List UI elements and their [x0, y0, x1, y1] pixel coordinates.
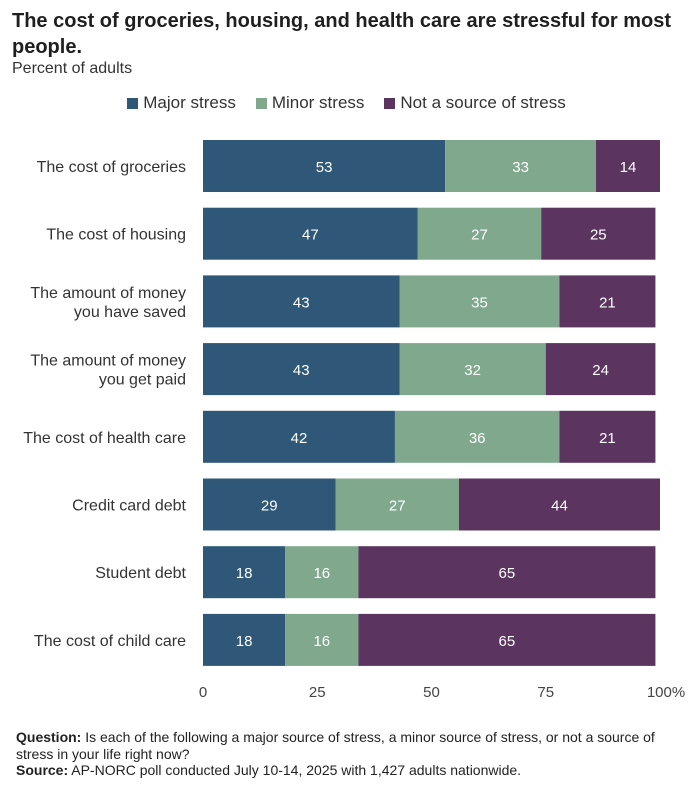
bar-segment-not: [559, 275, 656, 328]
data-label: 14: [620, 159, 637, 176]
category-label: Credit card debt: [72, 498, 186, 515]
category-label: The cost of groceries: [37, 159, 186, 176]
bar-segment-minor: [417, 207, 542, 260]
data-label: 18: [236, 565, 253, 582]
x-tick-label: 25: [309, 684, 326, 701]
stacked-bar-chart: The cost of groceries 53 33 14 The cost of h…: [23, 140, 685, 701]
chart-footer: Question: Is each of the following a maj…: [16, 729, 681, 779]
data-label: 21: [599, 294, 616, 311]
data-label: 65: [499, 565, 516, 582]
data-label: 43: [293, 294, 310, 311]
bar-segment-not: [358, 613, 656, 666]
data-label: 42: [291, 430, 308, 447]
data-label: 53: [316, 159, 333, 176]
data-label: 27: [389, 498, 406, 515]
legend-label-minor: Minor stress: [271, 93, 365, 112]
category-label: Student debt: [95, 565, 186, 582]
legend-swatch-minor: [255, 97, 267, 109]
source-text: AP-NORC poll conducted July 10-14, 2025 …: [68, 762, 522, 778]
x-tick-label: 50: [423, 684, 440, 701]
data-label: 27: [471, 227, 488, 244]
bar-segment-major: [203, 410, 395, 463]
data-label: 36: [469, 430, 486, 447]
bar-segment-major: [203, 613, 286, 666]
data-label: 32: [464, 362, 481, 379]
data-label: 29: [261, 498, 278, 515]
legend-item-major: Major stress: [127, 93, 236, 113]
bar-segment-major: [203, 343, 400, 396]
data-label: 21: [599, 430, 616, 447]
question-text: Is each of the following a major source …: [16, 729, 655, 762]
bar-segment-minor: [285, 613, 359, 666]
bar-segment-not: [545, 343, 656, 396]
source-note: Source: AP-NORC poll conducted July 10-1…: [16, 762, 681, 779]
data-label: 44: [551, 498, 568, 515]
category-label: The cost of child care: [34, 633, 186, 650]
bar-segment-not: [559, 410, 656, 463]
legend-swatch-major: [127, 97, 139, 109]
data-label: 16: [313, 633, 330, 650]
bar-segment-minor: [394, 410, 560, 463]
question-note: Question: Is each of the following a maj…: [16, 729, 681, 762]
category-label: The cost of health care: [23, 430, 186, 447]
data-label: 25: [590, 227, 607, 244]
data-label: 35: [471, 294, 488, 311]
legend-label-major: Major stress: [143, 93, 236, 112]
category-label: The amount of money you get paid: [30, 353, 186, 389]
bar-segment-major: [203, 207, 418, 260]
bar-segment-minor: [445, 140, 597, 192]
x-tick-label: 100%: [647, 684, 685, 701]
bar-segment-major: [203, 478, 336, 531]
legend-label-not: Not a source of stress: [400, 93, 566, 112]
bar-segment-not: [596, 140, 660, 192]
bar-segment-not: [541, 207, 656, 260]
category-label: The cost of housing: [46, 227, 186, 244]
chart-title: The cost of groceries, housing, and heal…: [12, 10, 672, 58]
chart-subtitle: Percent of adults: [12, 60, 133, 77]
bar-segment-major: [203, 275, 400, 328]
question-label: Question:: [16, 729, 82, 745]
data-label: 65: [499, 633, 516, 650]
legend-item-not: Not a source of stress: [384, 93, 566, 113]
data-label: 33: [512, 159, 529, 176]
bar-segment-minor: [399, 343, 546, 396]
bar-segment-not: [458, 478, 660, 531]
bar-segment-not: [358, 546, 656, 599]
bar-segment-minor: [335, 478, 459, 531]
legend-swatch-not: [384, 97, 396, 109]
data-label: 18: [236, 633, 253, 650]
bar-segment-minor: [285, 546, 359, 599]
data-label: 16: [313, 565, 330, 582]
x-tick-label: 0: [199, 684, 207, 701]
category-label: The amount of money you have saved: [30, 285, 186, 321]
data-label: 47: [302, 227, 319, 244]
legend-item-minor: Minor stress: [255, 93, 365, 113]
legend: Major stress Minor stress Not a source o…: [0, 93, 693, 113]
data-label: 43: [293, 362, 310, 379]
data-label: 24: [592, 362, 609, 379]
bar-segment-major: [203, 140, 446, 192]
x-tick-label: 75: [537, 684, 554, 701]
source-label: Source:: [16, 762, 69, 778]
bar-segment-minor: [399, 275, 560, 328]
bar-segment-major: [203, 546, 286, 599]
